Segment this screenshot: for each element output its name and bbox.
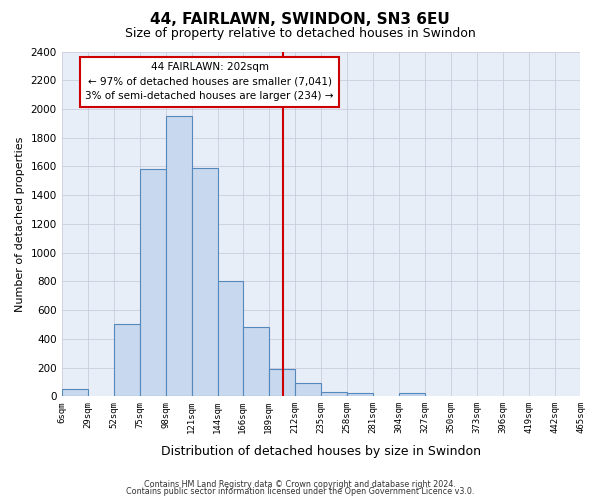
- Bar: [398, 394, 425, 396]
- Y-axis label: Number of detached properties: Number of detached properties: [15, 136, 25, 312]
- Bar: [242, 328, 269, 396]
- Bar: [295, 384, 320, 396]
- Bar: [347, 392, 373, 396]
- Bar: [320, 392, 347, 396]
- Text: Contains public sector information licensed under the Open Government Licence v3: Contains public sector information licen…: [126, 488, 474, 496]
- Bar: [62, 389, 88, 396]
- Bar: [218, 282, 242, 397]
- Bar: [140, 170, 166, 396]
- Text: 44 FAIRLAWN: 202sqm
← 97% of detached houses are smaller (7,041)
3% of semi-deta: 44 FAIRLAWN: 202sqm ← 97% of detached ho…: [85, 62, 334, 102]
- Bar: [191, 168, 218, 396]
- Bar: [269, 369, 295, 396]
- X-axis label: Distribution of detached houses by size in Swindon: Distribution of detached houses by size …: [161, 444, 481, 458]
- Text: 44, FAIRLAWN, SWINDON, SN3 6EU: 44, FAIRLAWN, SWINDON, SN3 6EU: [150, 12, 450, 28]
- Text: Size of property relative to detached houses in Swindon: Size of property relative to detached ho…: [125, 28, 475, 40]
- Bar: [166, 116, 191, 396]
- Bar: [113, 324, 140, 396]
- Text: Contains HM Land Registry data © Crown copyright and database right 2024.: Contains HM Land Registry data © Crown c…: [144, 480, 456, 489]
